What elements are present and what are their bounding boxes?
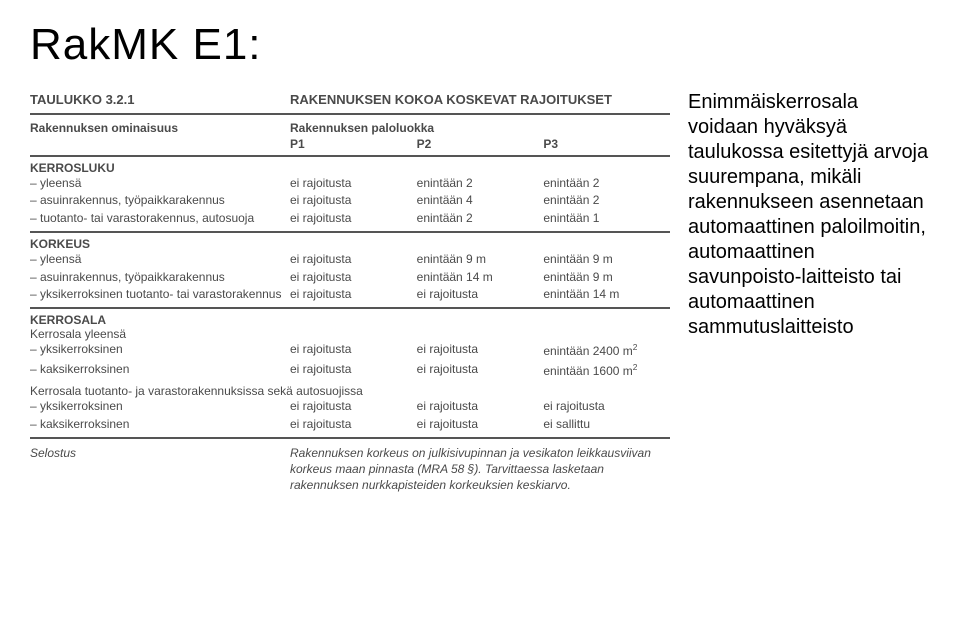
row-label: – kaksikerroksinen bbox=[30, 416, 290, 433]
section-title: KORKEUS bbox=[30, 237, 670, 251]
cell: ei rajoitusta bbox=[417, 286, 544, 303]
section-title: KERROSALA bbox=[30, 313, 670, 327]
cell: ei rajoitusta bbox=[290, 341, 417, 360]
table-row: – yksikerroksinen tuotanto- tai varastor… bbox=[30, 286, 670, 303]
section-title: KERROSLUKU bbox=[30, 161, 670, 175]
table-row: – tuotanto- tai varastorakennus, autosuo… bbox=[30, 210, 670, 227]
footnote-label: Selostus bbox=[30, 445, 290, 494]
cell: ei sallittu bbox=[543, 416, 670, 433]
cell: ei rajoitusta bbox=[290, 416, 417, 433]
table-heading-left: TAULUKKO 3.2.1 bbox=[30, 92, 290, 107]
cell: ei rajoitusta bbox=[290, 192, 417, 209]
sidebar-paragraph: Enimmäiskerrosala voidaan hyväksyä taulu… bbox=[688, 88, 930, 340]
cell: ei rajoitusta bbox=[290, 361, 417, 380]
row-label: – kaksikerroksinen bbox=[30, 361, 290, 380]
section-subtitle2: Kerrosala tuotanto- ja varastorakennuksi… bbox=[30, 384, 670, 398]
row-label: – yksikerroksinen tuotanto- tai varastor… bbox=[30, 286, 290, 303]
cell: ei rajoitusta bbox=[290, 286, 417, 303]
section-kerrosluku: KERROSLUKU – yleensä ei rajoitusta enint… bbox=[30, 157, 670, 233]
cell: enintään 9 m bbox=[417, 251, 544, 268]
row-label: – yleensä bbox=[30, 251, 290, 268]
row-label: – asuinrakennus, työpaikkarakennus bbox=[30, 192, 290, 209]
section-korkeus: KORKEUS – yleensä ei rajoitusta enintään… bbox=[30, 233, 670, 309]
table-heading-right: RAKENNUKSEN KOKOA KOSKEVAT RAJOITUKSET bbox=[290, 92, 670, 107]
cell: ei rajoitusta bbox=[417, 398, 544, 415]
col-p2: P2 bbox=[417, 137, 544, 151]
cell: ei rajoitusta bbox=[417, 341, 544, 360]
cell: enintään 2400 m2 bbox=[543, 341, 670, 360]
row-label: – yksikerroksinen bbox=[30, 341, 290, 360]
cell: ei rajoitusta bbox=[290, 210, 417, 227]
cell: enintään 1 bbox=[543, 210, 670, 227]
row-label: – asuinrakennus, työpaikkarakennus bbox=[30, 269, 290, 286]
page-title: RakMK E1: bbox=[30, 20, 930, 70]
cell: ei rajoitusta bbox=[290, 269, 417, 286]
cell: enintään 2 bbox=[543, 175, 670, 192]
row-label: – yksikerroksinen bbox=[30, 398, 290, 415]
table-footnote: Selostus Rakennuksen korkeus on julkisiv… bbox=[30, 439, 670, 498]
cell: enintään 14 m bbox=[417, 269, 544, 286]
cell: ei rajoitusta bbox=[417, 361, 544, 380]
table-container: TAULUKKO 3.2.1 RAKENNUKSEN KOKOA KOSKEVA… bbox=[30, 88, 670, 497]
table-row: – kaksikerroksinen ei rajoitusta ei rajo… bbox=[30, 416, 670, 433]
table-row: – yksikerroksinen ei rajoitusta ei rajoi… bbox=[30, 341, 670, 360]
table-row: – kaksikerroksinen ei rajoitusta ei rajo… bbox=[30, 361, 670, 380]
cell: enintään 2 bbox=[543, 192, 670, 209]
content-row: TAULUKKO 3.2.1 RAKENNUKSEN KOKOA KOSKEVA… bbox=[30, 88, 930, 497]
cell: ei rajoitusta bbox=[417, 416, 544, 433]
cell: enintään 2 bbox=[417, 210, 544, 227]
cell: enintään 2 bbox=[417, 175, 544, 192]
cell: enintään 1600 m2 bbox=[543, 361, 670, 380]
table-row: – asuinrakennus, työpaikkarakennus ei ra… bbox=[30, 269, 670, 286]
table-row: – asuinrakennus, työpaikkarakennus ei ra… bbox=[30, 192, 670, 209]
table-row: – yleensä ei rajoitusta enintään 9 m eni… bbox=[30, 251, 670, 268]
cell: ei rajoitusta bbox=[290, 175, 417, 192]
table-heading: TAULUKKO 3.2.1 RAKENNUKSEN KOKOA KOSKEVA… bbox=[30, 88, 670, 115]
table-subhead: Rakennuksen ominaisuus Rakennuksen palol… bbox=[30, 115, 670, 157]
row-label: – tuotanto- tai varastorakennus, autosuo… bbox=[30, 210, 290, 227]
cell: enintään 4 bbox=[417, 192, 544, 209]
row-label: – yleensä bbox=[30, 175, 290, 192]
cell: enintään 9 m bbox=[543, 251, 670, 268]
col-p1: P1 bbox=[290, 137, 417, 151]
subhead-left: Rakennuksen ominaisuus bbox=[30, 121, 290, 151]
table-row: – yleensä ei rajoitusta enintään 2 enint… bbox=[30, 175, 670, 192]
col-p3: P3 bbox=[543, 137, 670, 151]
table-row: – yksikerroksinen ei rajoitusta ei rajoi… bbox=[30, 398, 670, 415]
cell: enintään 9 m bbox=[543, 269, 670, 286]
footnote-text: Rakennuksen korkeus on julkisivupinnan j… bbox=[290, 445, 670, 494]
subhead-right-top: Rakennuksen paloluokka bbox=[290, 121, 670, 135]
cell: ei rajoitusta bbox=[290, 251, 417, 268]
section-kerrosala: KERROSALA Kerrosala yleensä – yksikerrok… bbox=[30, 309, 670, 439]
cell: enintään 14 m bbox=[543, 286, 670, 303]
cell: ei rajoitusta bbox=[543, 398, 670, 415]
section-subtitle: Kerrosala yleensä bbox=[30, 327, 670, 341]
cell: ei rajoitusta bbox=[290, 398, 417, 415]
